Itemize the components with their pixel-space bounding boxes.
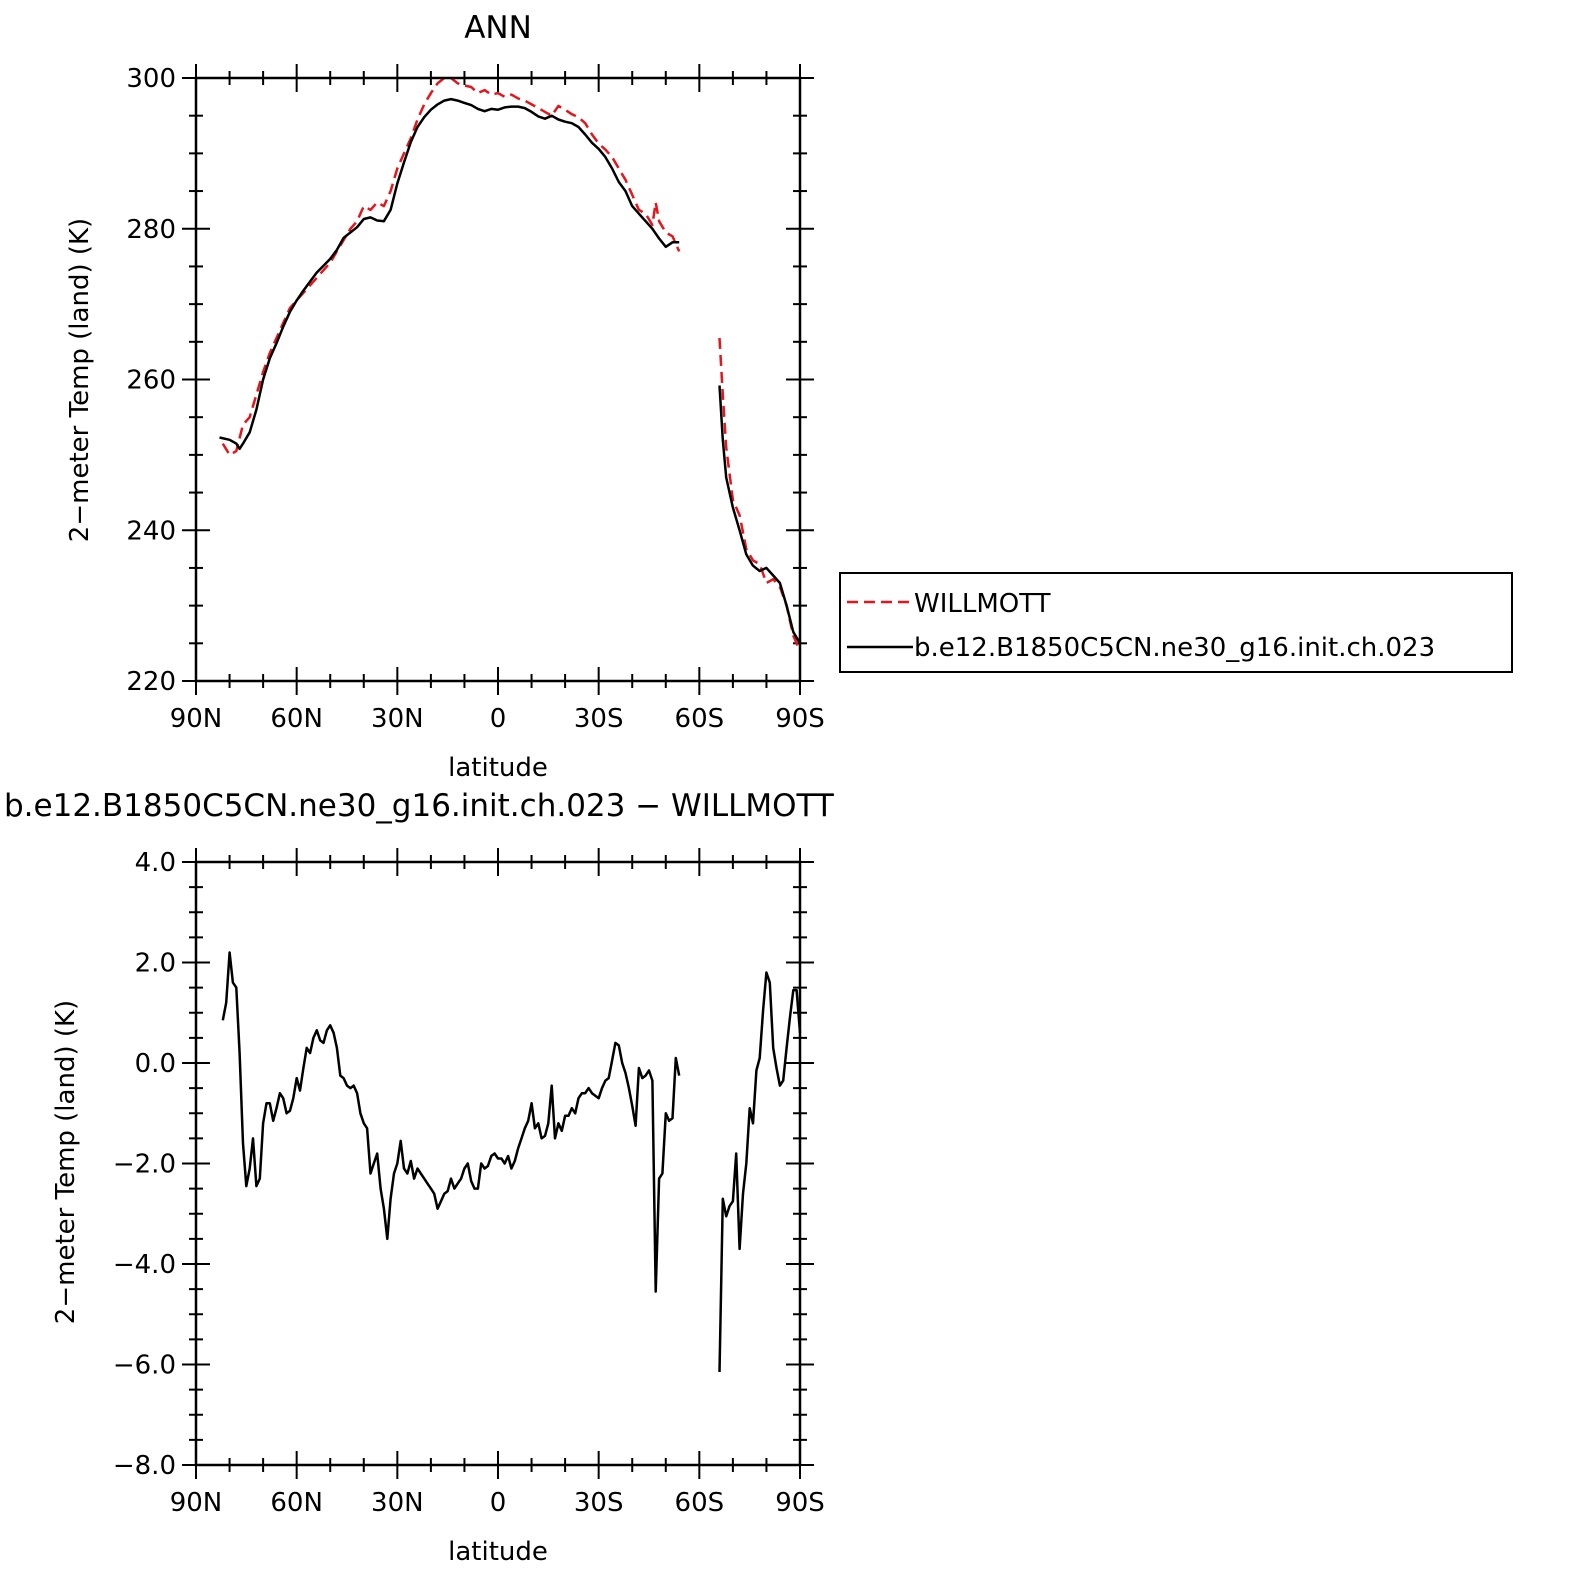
x-tick-label: 60S [675,704,725,734]
x-tick-label: 60N [270,704,323,734]
x-tick-label: 90N [170,1488,223,1518]
bottom-y-axis-label: 2−meter Temp (land) (K) [51,1000,81,1324]
x-tick-label: 30N [371,704,424,734]
top-x-axis-label: latitude [448,753,548,783]
bottom-x-ticks [195,848,801,1479]
x-tick-label: 90S [775,1488,825,1518]
legend-label-willmott: WILLMOTT [914,589,1051,619]
top-chart-title: ANN [464,10,532,46]
bottom-plot-frame [194,860,802,1467]
x-tick-label: 0 [490,704,507,734]
series-line-difference-seg0 [221,951,681,1293]
series-line-b-e12-b1850c5cn-ne30-g16-init-ch-023-seg1 [718,385,802,644]
x-tick-label: 30N [371,1488,424,1518]
x-tick-label: 90S [775,704,825,734]
y-tick-label: 4.0 [135,848,176,878]
series-line-b-e12-b1850c5cn-ne30-g16-init-ch-023-seg0 [219,97,680,451]
top-chart: ANN 220 240 260 280 300 90N 60N 30N 0 30S 60S 90S l… [65,10,1513,783]
y-tick-label: −6.0 [113,1351,176,1381]
top-y-ticks [182,77,814,682]
bottom-chart-title: b.e12.B1850C5CN.ne30_g16.init.ch.023 − W… [4,788,835,824]
legend-box [839,572,1513,673]
y-tick-label: −8.0 [113,1451,176,1481]
x-tick-label: 60S [675,1488,725,1518]
series-line-willmott-seg1 [718,337,802,652]
y-tick-label: 220 [126,667,176,697]
bottom-y-ticks [182,861,814,1466]
y-tick-label: −2.0 [113,1150,176,1180]
y-tick-label: 260 [126,366,176,396]
top-plot-lines [219,76,802,652]
y-tick-label: 280 [126,215,176,245]
x-tick-label: 30S [574,1488,624,1518]
bottom-chart: b.e12.B1850C5CN.ne30_g16.init.ch.023 − W… [4,788,835,1567]
bottom-tick-labels: −8.0 −6.0 −4.0 −2.0 0.0 2.0 4.0 90N 60N 30N 0 30S 60… [113,848,825,1518]
legend-label-model: b.e12.B1850C5CN.ne30_g16.init.ch.023 [914,633,1435,663]
top-y-axis-label: 2−meter Temp (land) (K) [65,218,95,542]
x-tick-label: 30S [574,704,624,734]
bottom-plot-lines [221,951,802,1373]
y-tick-label: 2.0 [135,949,176,979]
x-tick-label: 0 [490,1488,507,1518]
y-tick-label: 0.0 [135,1049,176,1079]
x-tick-label: 60N [270,1488,323,1518]
series-line-willmott-seg0 [221,76,681,457]
x-tick-label: 90N [170,704,223,734]
series-line-difference-seg1 [718,971,802,1373]
top-tick-labels: 220 240 260 280 300 90N 60N 30N 0 30S 60S 90S [126,64,824,734]
y-tick-label: 300 [126,64,176,94]
bottom-x-axis-label: latitude [448,1537,548,1567]
top-plot-frame [194,76,802,683]
legend: WILLMOTT b.e12.B1850C5CN.ne30_g16.init.c… [839,572,1513,673]
y-tick-label: 240 [126,516,176,546]
top-x-ticks [195,64,801,695]
y-tick-label: −4.0 [113,1250,176,1280]
